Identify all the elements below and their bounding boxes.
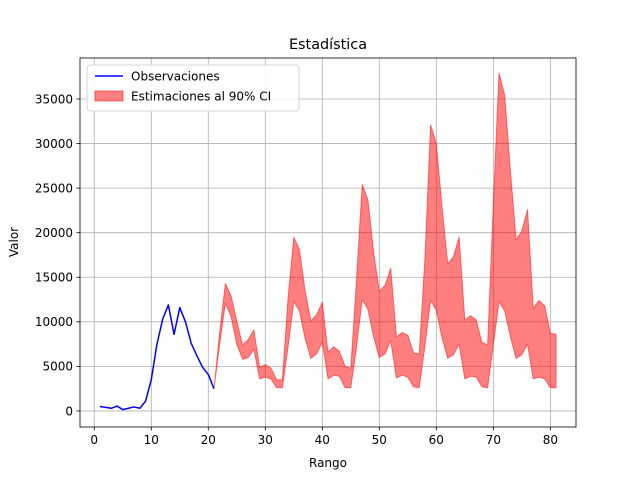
ci-band [213,72,557,390]
y-tick-label: 20000 [35,226,73,240]
x-tick-label: 60 [429,433,444,447]
y-tick-label: 30000 [35,137,73,151]
legend-label: Observaciones [131,70,220,84]
x-tick-label: 80 [543,433,558,447]
axes-frame [79,57,577,428]
legend-label: Estimaciones al 90% CI [131,90,271,104]
legend: Observaciones Estimaciones al 90% CI [86,64,300,112]
x-tick-label: 0 [90,433,98,447]
y-tick-label: 5000 [42,360,73,374]
observations-line [99,304,215,411]
y-tick-label: 10000 [35,315,73,329]
x-tick-label: 10 [144,433,159,447]
x-axis-ticks: 0 10 20 30 40 50 60 70 80 [90,427,558,447]
legend-box [86,64,300,112]
x-tick-label: 30 [258,433,273,447]
y-tick-label: 0 [65,404,73,418]
chart-title: Estadística [289,37,367,53]
y-tick-label: 35000 [35,92,73,106]
y-axis-ticks: 0 5000 10000 15000 20000 25000 30000 35000 [35,92,80,418]
y-tick-label: 25000 [35,181,73,195]
x-tick-label: 50 [372,433,387,447]
legend-swatch-band [94,90,124,102]
y-axis-label: Valor [7,227,21,257]
x-axis-label: Rango [309,456,347,470]
x-tick-label: 40 [315,433,330,447]
plot-area [99,72,557,411]
x-tick-label: 70 [486,433,501,447]
x-tick-label: 20 [201,433,216,447]
y-tick-label: 15000 [35,271,73,285]
